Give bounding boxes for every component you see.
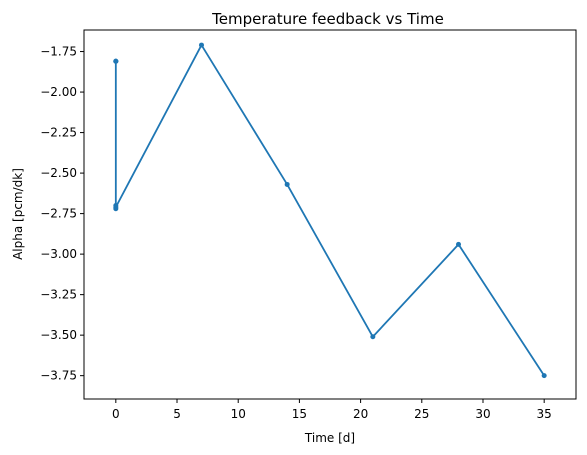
data-point — [456, 241, 462, 247]
data-point — [370, 334, 376, 340]
x-tick-label: 0 — [112, 407, 120, 421]
y-axis-label: Alpha [pcm/dk] — [11, 168, 25, 260]
y-axis: −3.75 −3.50 −3.25 −3.00 −2.75 −2.50 −2.25 −2.00… — [40, 45, 84, 383]
y-tick-label: −2.25 — [40, 126, 77, 140]
y-tick-label: −2.00 — [40, 85, 77, 99]
y-tick-label: −3.00 — [40, 247, 77, 261]
x-tick-label: 30 — [475, 407, 490, 421]
data-point — [541, 373, 547, 379]
chart-title: Temperature feedback vs Time — [211, 10, 444, 28]
x-tick-label: 35 — [537, 407, 552, 421]
data-point — [113, 58, 119, 64]
plot-area — [113, 42, 547, 379]
x-tick-label: 10 — [231, 407, 246, 421]
y-tick-label: −1.75 — [40, 45, 77, 59]
x-tick-label: 25 — [414, 407, 429, 421]
series-line — [114, 44, 545, 377]
x-axis: 0 5 10 15 20 25 30 35 — [112, 399, 552, 421]
y-tick-label: −2.50 — [40, 166, 77, 180]
y-tick-label: −3.75 — [40, 369, 77, 383]
data-point — [198, 42, 204, 48]
data-point — [284, 181, 290, 187]
data-point — [113, 204, 119, 210]
x-tick-label: 20 — [353, 407, 368, 421]
y-tick-label: −3.25 — [40, 288, 77, 302]
y-tick-label: −2.75 — [40, 207, 77, 221]
y-tick-label: −3.50 — [40, 328, 77, 342]
axes-frame — [83, 29, 577, 400]
x-tick-label: 5 — [173, 407, 181, 421]
x-axis-label: Time [d] — [304, 431, 355, 445]
x-tick-label: 15 — [292, 407, 307, 421]
